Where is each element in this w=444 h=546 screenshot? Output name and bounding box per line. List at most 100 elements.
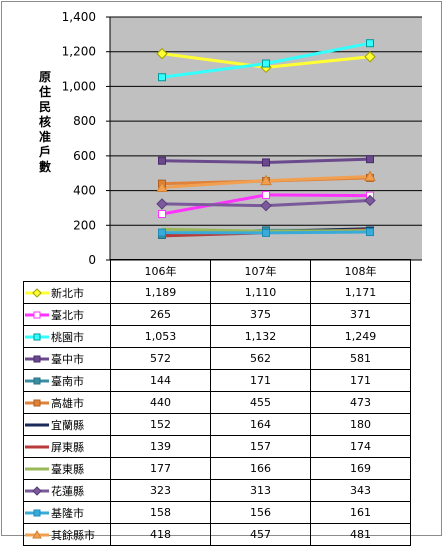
col-header-108: 108年 bbox=[311, 260, 411, 282]
y-tick-label: 1,200 bbox=[62, 45, 96, 59]
table-cell: 177 bbox=[111, 458, 211, 480]
y-axis-label: 原住民核准戶數 bbox=[36, 70, 54, 175]
legend-entry: 花蓮縣 bbox=[24, 480, 111, 502]
legend-entry: 桃園市 bbox=[24, 326, 111, 348]
table-cell: 455 bbox=[211, 392, 311, 414]
table-cell: 174 bbox=[311, 436, 411, 458]
legend-label: 基隆市 bbox=[51, 507, 84, 520]
table-cell: 161 bbox=[311, 502, 411, 524]
legend-swatch bbox=[25, 354, 49, 364]
table-cell: 581 bbox=[311, 348, 411, 370]
legend-label: 宜蘭縣 bbox=[51, 419, 84, 432]
legend-entry: 高雄市 bbox=[24, 392, 111, 414]
legend-entry: 臺北市 bbox=[24, 304, 111, 326]
legend-entry: 基隆市 bbox=[24, 502, 111, 524]
data-point bbox=[159, 211, 166, 218]
table-cell: 152 bbox=[111, 414, 211, 436]
data-point bbox=[367, 40, 374, 47]
table-cell: 156 bbox=[211, 502, 311, 524]
table-cell: 164 bbox=[211, 414, 311, 436]
data-point bbox=[263, 159, 270, 166]
legend-swatch bbox=[25, 464, 49, 474]
table-cell: 1,053 bbox=[111, 326, 211, 348]
legend-swatch bbox=[25, 398, 49, 408]
table-cell: 169 bbox=[311, 458, 411, 480]
table-cell: 473 bbox=[311, 392, 411, 414]
y-tick-label: 600 bbox=[73, 149, 96, 163]
table-cell: 371 bbox=[311, 304, 411, 326]
table-cell: 481 bbox=[311, 524, 411, 546]
table-cell: 144 bbox=[111, 370, 211, 392]
legend-swatch bbox=[25, 310, 49, 320]
legend-entry: 屏東縣 bbox=[24, 436, 111, 458]
data-point bbox=[367, 156, 374, 163]
legend-swatch bbox=[25, 486, 49, 496]
legend-entry: 宜蘭縣 bbox=[24, 414, 111, 436]
table-corner bbox=[24, 260, 111, 282]
legend-swatch bbox=[25, 530, 49, 540]
legend-entry: 臺中市 bbox=[24, 348, 111, 370]
col-header-106: 106年 bbox=[111, 260, 211, 282]
legend-swatch bbox=[25, 420, 49, 430]
table-cell: 457 bbox=[211, 524, 311, 546]
table-cell: 139 bbox=[111, 436, 211, 458]
legend-label: 臺東縣 bbox=[51, 463, 84, 476]
table-cell: 180 bbox=[311, 414, 411, 436]
table-cell: 418 bbox=[111, 524, 211, 546]
table-cell: 375 bbox=[211, 304, 311, 326]
legend-swatch bbox=[25, 332, 49, 342]
col-header-107: 107年 bbox=[211, 260, 311, 282]
table-cell: 166 bbox=[211, 458, 311, 480]
y-tick-label: 1,400 bbox=[62, 10, 96, 24]
legend-label: 臺南市 bbox=[51, 375, 84, 388]
table-header-row: 106年 107年 108年 bbox=[24, 260, 411, 282]
table-cell: 440 bbox=[111, 392, 211, 414]
legend-label: 新北市 bbox=[51, 287, 84, 300]
y-tick-label: 200 bbox=[73, 218, 96, 232]
table-cell: 265 bbox=[111, 304, 211, 326]
table-cell: 158 bbox=[111, 502, 211, 524]
table-cell: 323 bbox=[111, 480, 211, 502]
data-point bbox=[159, 229, 166, 236]
legend-swatch bbox=[25, 376, 49, 386]
table-cell: 1,249 bbox=[311, 326, 411, 348]
table-cell: 343 bbox=[311, 480, 411, 502]
legend-label: 其餘縣市 bbox=[51, 529, 95, 542]
table-cell: 1,110 bbox=[211, 282, 311, 304]
table-cell: 171 bbox=[311, 370, 411, 392]
table-cell: 572 bbox=[111, 348, 211, 370]
legend-label: 高雄市 bbox=[51, 397, 84, 410]
y-tick-label: 800 bbox=[73, 114, 96, 128]
data-point bbox=[159, 74, 166, 81]
data-point bbox=[159, 157, 166, 164]
data-point bbox=[367, 229, 374, 236]
legend-entry: 臺南市 bbox=[24, 370, 111, 392]
table-cell: 562 bbox=[211, 348, 311, 370]
legend-label: 花蓮縣 bbox=[51, 485, 84, 498]
table-cell: 171 bbox=[211, 370, 311, 392]
table-cell: 1,171 bbox=[311, 282, 411, 304]
legend-entry: 新北市 bbox=[24, 282, 111, 304]
legend-label: 桃園市 bbox=[51, 331, 84, 344]
data-point bbox=[263, 60, 270, 67]
legend-entry: 臺東縣 bbox=[24, 458, 111, 480]
legend-label: 臺中市 bbox=[51, 353, 84, 366]
table-cell: 1,189 bbox=[111, 282, 211, 304]
legend-entry: 其餘縣市 bbox=[24, 524, 111, 546]
legend-label: 屏東縣 bbox=[51, 441, 84, 454]
data-point bbox=[263, 191, 270, 198]
